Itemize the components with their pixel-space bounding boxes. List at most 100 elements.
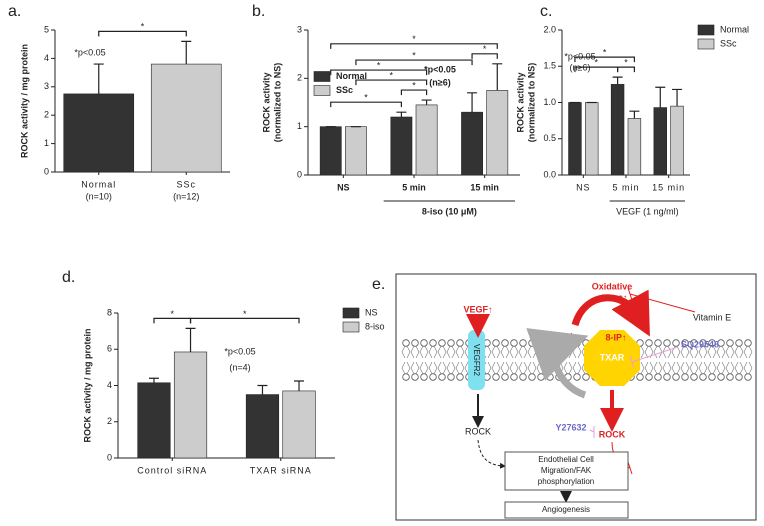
lipid-tail: [428, 345, 438, 359]
lipid-tail: [563, 345, 573, 359]
error-bar: [492, 63, 503, 91]
vegfr2-label: VEGFR2: [472, 344, 481, 377]
lipid-head: [447, 373, 455, 381]
legend-swatch: [342, 307, 360, 319]
lipid-tail: [707, 345, 717, 359]
y-tick-label: 0: [44, 166, 49, 176]
error-bar: [294, 380, 305, 391]
lipid-tail: [536, 345, 546, 359]
significance-label: *: [412, 34, 416, 44]
lipid-tail: [707, 361, 717, 375]
error-bar: [185, 327, 196, 352]
significance-label: *: [141, 22, 145, 32]
lipid-head: [699, 339, 707, 347]
vegfr2-receptor: [468, 330, 485, 390]
x-tick-label: Normal: [81, 179, 116, 189]
significance-bracket: [330, 101, 402, 108]
lipid-tail: [716, 345, 726, 359]
bar: [415, 104, 438, 176]
lipids-label: Lipids: [556, 332, 577, 341]
annotation: *p<0.05: [224, 346, 255, 356]
panel-label: d.: [62, 269, 75, 286]
significance-label: *: [170, 309, 174, 319]
outcome-label: Endothelial Cell: [538, 455, 594, 464]
y-axis-label: ROCK activity / mg protein: [19, 44, 29, 158]
bar: [461, 111, 483, 176]
arrow: [477, 439, 506, 469]
bar: [486, 90, 509, 176]
significance-bracket: [400, 89, 428, 96]
lipid-head: [402, 373, 410, 381]
lipid-tail: [689, 345, 699, 359]
y-tick-label: 0: [107, 452, 112, 462]
txar-receptor: [584, 330, 640, 386]
y-tick-label: 2.0: [543, 24, 556, 34]
lipid-tail: [446, 345, 456, 359]
lipid-tail: [563, 361, 573, 375]
lipid-tail: [518, 361, 528, 375]
y-tick-label: 4: [44, 53, 49, 63]
y-tick-label: 1.5: [543, 61, 556, 71]
error-bar: [655, 86, 666, 108]
lipid-head: [429, 373, 437, 381]
group-label: VEGF (1 ng/ml): [616, 206, 679, 216]
y-tick-label: 1.0: [543, 97, 556, 107]
diagram-frame: [395, 273, 757, 521]
lipid-head: [726, 339, 734, 347]
y27632-label: Y27632: [555, 422, 586, 432]
vitamin-e-label: Vitamin E: [693, 312, 731, 322]
y-axis-label: ROCK activity: [261, 72, 271, 132]
error-bar: [421, 99, 432, 105]
lipid-tail: [734, 361, 744, 375]
lipid-tail: [680, 345, 690, 359]
significance-bracket: [189, 317, 300, 324]
outcome-label: phosphorylation: [538, 477, 594, 486]
lipid-head: [672, 339, 680, 347]
arrow: [526, 328, 589, 399]
arrow: [571, 289, 650, 337]
panel-label: a.: [8, 3, 21, 20]
error-bar: [257, 384, 268, 395]
significance-label: *: [390, 70, 394, 80]
lipid-tail: [500, 345, 510, 359]
lipid-tail: [401, 361, 411, 375]
legend-label: Normal: [720, 24, 749, 34]
significance-label: *: [603, 48, 607, 58]
lipid-head: [546, 339, 554, 347]
lipid-head: [420, 339, 428, 347]
annotation: *p<0.05: [424, 64, 456, 74]
legend-label: SSc: [336, 85, 353, 95]
lipid-head: [645, 373, 653, 381]
lipid-head: [510, 339, 518, 347]
lipid-head: [519, 373, 527, 381]
x-tick-label: 15 min: [652, 182, 685, 192]
lipid-tail: [653, 345, 663, 359]
significance-bracket: [355, 79, 428, 86]
x-tick-label: NS: [576, 182, 591, 192]
lipid-head: [717, 373, 725, 381]
y-tick-label: 5: [44, 24, 49, 34]
lipid-head: [744, 339, 752, 347]
lipid-tail: [455, 361, 465, 375]
significance-label: *: [595, 58, 599, 68]
lipid-head: [708, 339, 716, 347]
y-axis-label: (normalized to NS): [526, 63, 536, 143]
lipid-head: [501, 373, 509, 381]
lipid-tail: [671, 361, 681, 375]
error-bar: [672, 88, 683, 107]
significance-label: *: [624, 58, 628, 68]
legend-swatch: [342, 321, 360, 333]
eight-ip-label: 8-IP↑: [605, 332, 626, 342]
lipid-head: [438, 373, 446, 381]
significance-label: *: [412, 50, 416, 60]
lipid-head: [519, 339, 527, 347]
lipid-head: [672, 373, 680, 381]
error-bar: [93, 63, 104, 94]
error-bar: [181, 40, 192, 65]
lipid-tail: [725, 361, 735, 375]
lipid-tail: [437, 345, 447, 359]
lipid-head: [420, 373, 428, 381]
error-bar: [629, 110, 640, 119]
lipid-head: [582, 373, 590, 381]
lipid-head: [636, 373, 644, 381]
